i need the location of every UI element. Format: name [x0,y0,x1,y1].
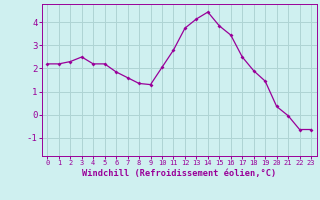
X-axis label: Windchill (Refroidissement éolien,°C): Windchill (Refroidissement éolien,°C) [82,169,276,178]
